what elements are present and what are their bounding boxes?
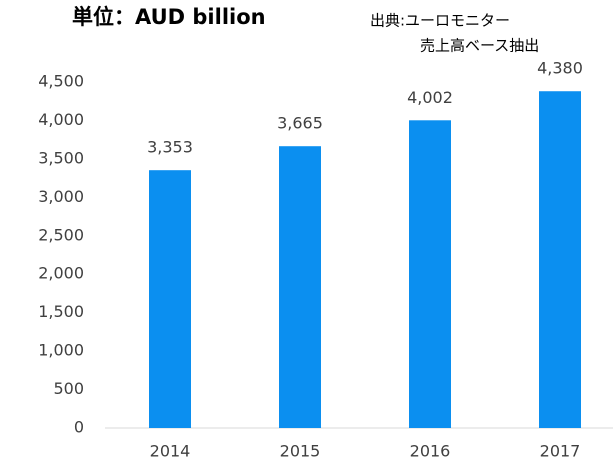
data-label: 3,353 <box>147 138 193 157</box>
y-tick-label: 1,000 <box>38 341 84 360</box>
y-tick-label: 4,500 <box>38 72 84 91</box>
y-tick-label: 1,500 <box>38 302 84 321</box>
y-tick-label: 2,500 <box>38 225 84 244</box>
data-label: 3,665 <box>277 114 323 133</box>
annotation: 売上高ベース抽出 <box>420 37 539 55</box>
y-tick-label: 2,000 <box>38 264 84 283</box>
y-tick-label: 4,000 <box>38 110 84 129</box>
bar <box>279 146 321 429</box>
bar <box>409 120 451 429</box>
y-tick-label: 3,000 <box>38 187 84 206</box>
annotation: 出典:ユーロモニター <box>370 12 510 30</box>
bar <box>539 91 581 428</box>
y-tick-label: 0 <box>74 418 84 437</box>
x-tick-label: 2017 <box>540 442 581 461</box>
data-label: 4,380 <box>537 59 583 78</box>
y-tick-label: 3,500 <box>38 148 84 167</box>
chart-title: 単位：AUD billion <box>72 5 266 29</box>
y-tick-label: 500 <box>53 379 84 398</box>
x-tick-label: 2016 <box>410 442 451 461</box>
bar <box>149 170 191 428</box>
data-label: 4,002 <box>407 88 453 107</box>
x-tick-label: 2014 <box>150 442 191 461</box>
x-tick-label: 2015 <box>280 442 321 461</box>
